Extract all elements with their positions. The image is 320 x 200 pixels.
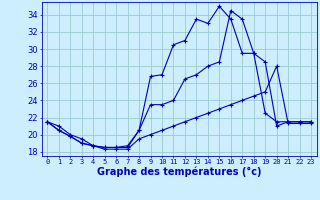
X-axis label: Graphe des températures (°c): Graphe des températures (°c) [97, 167, 261, 177]
